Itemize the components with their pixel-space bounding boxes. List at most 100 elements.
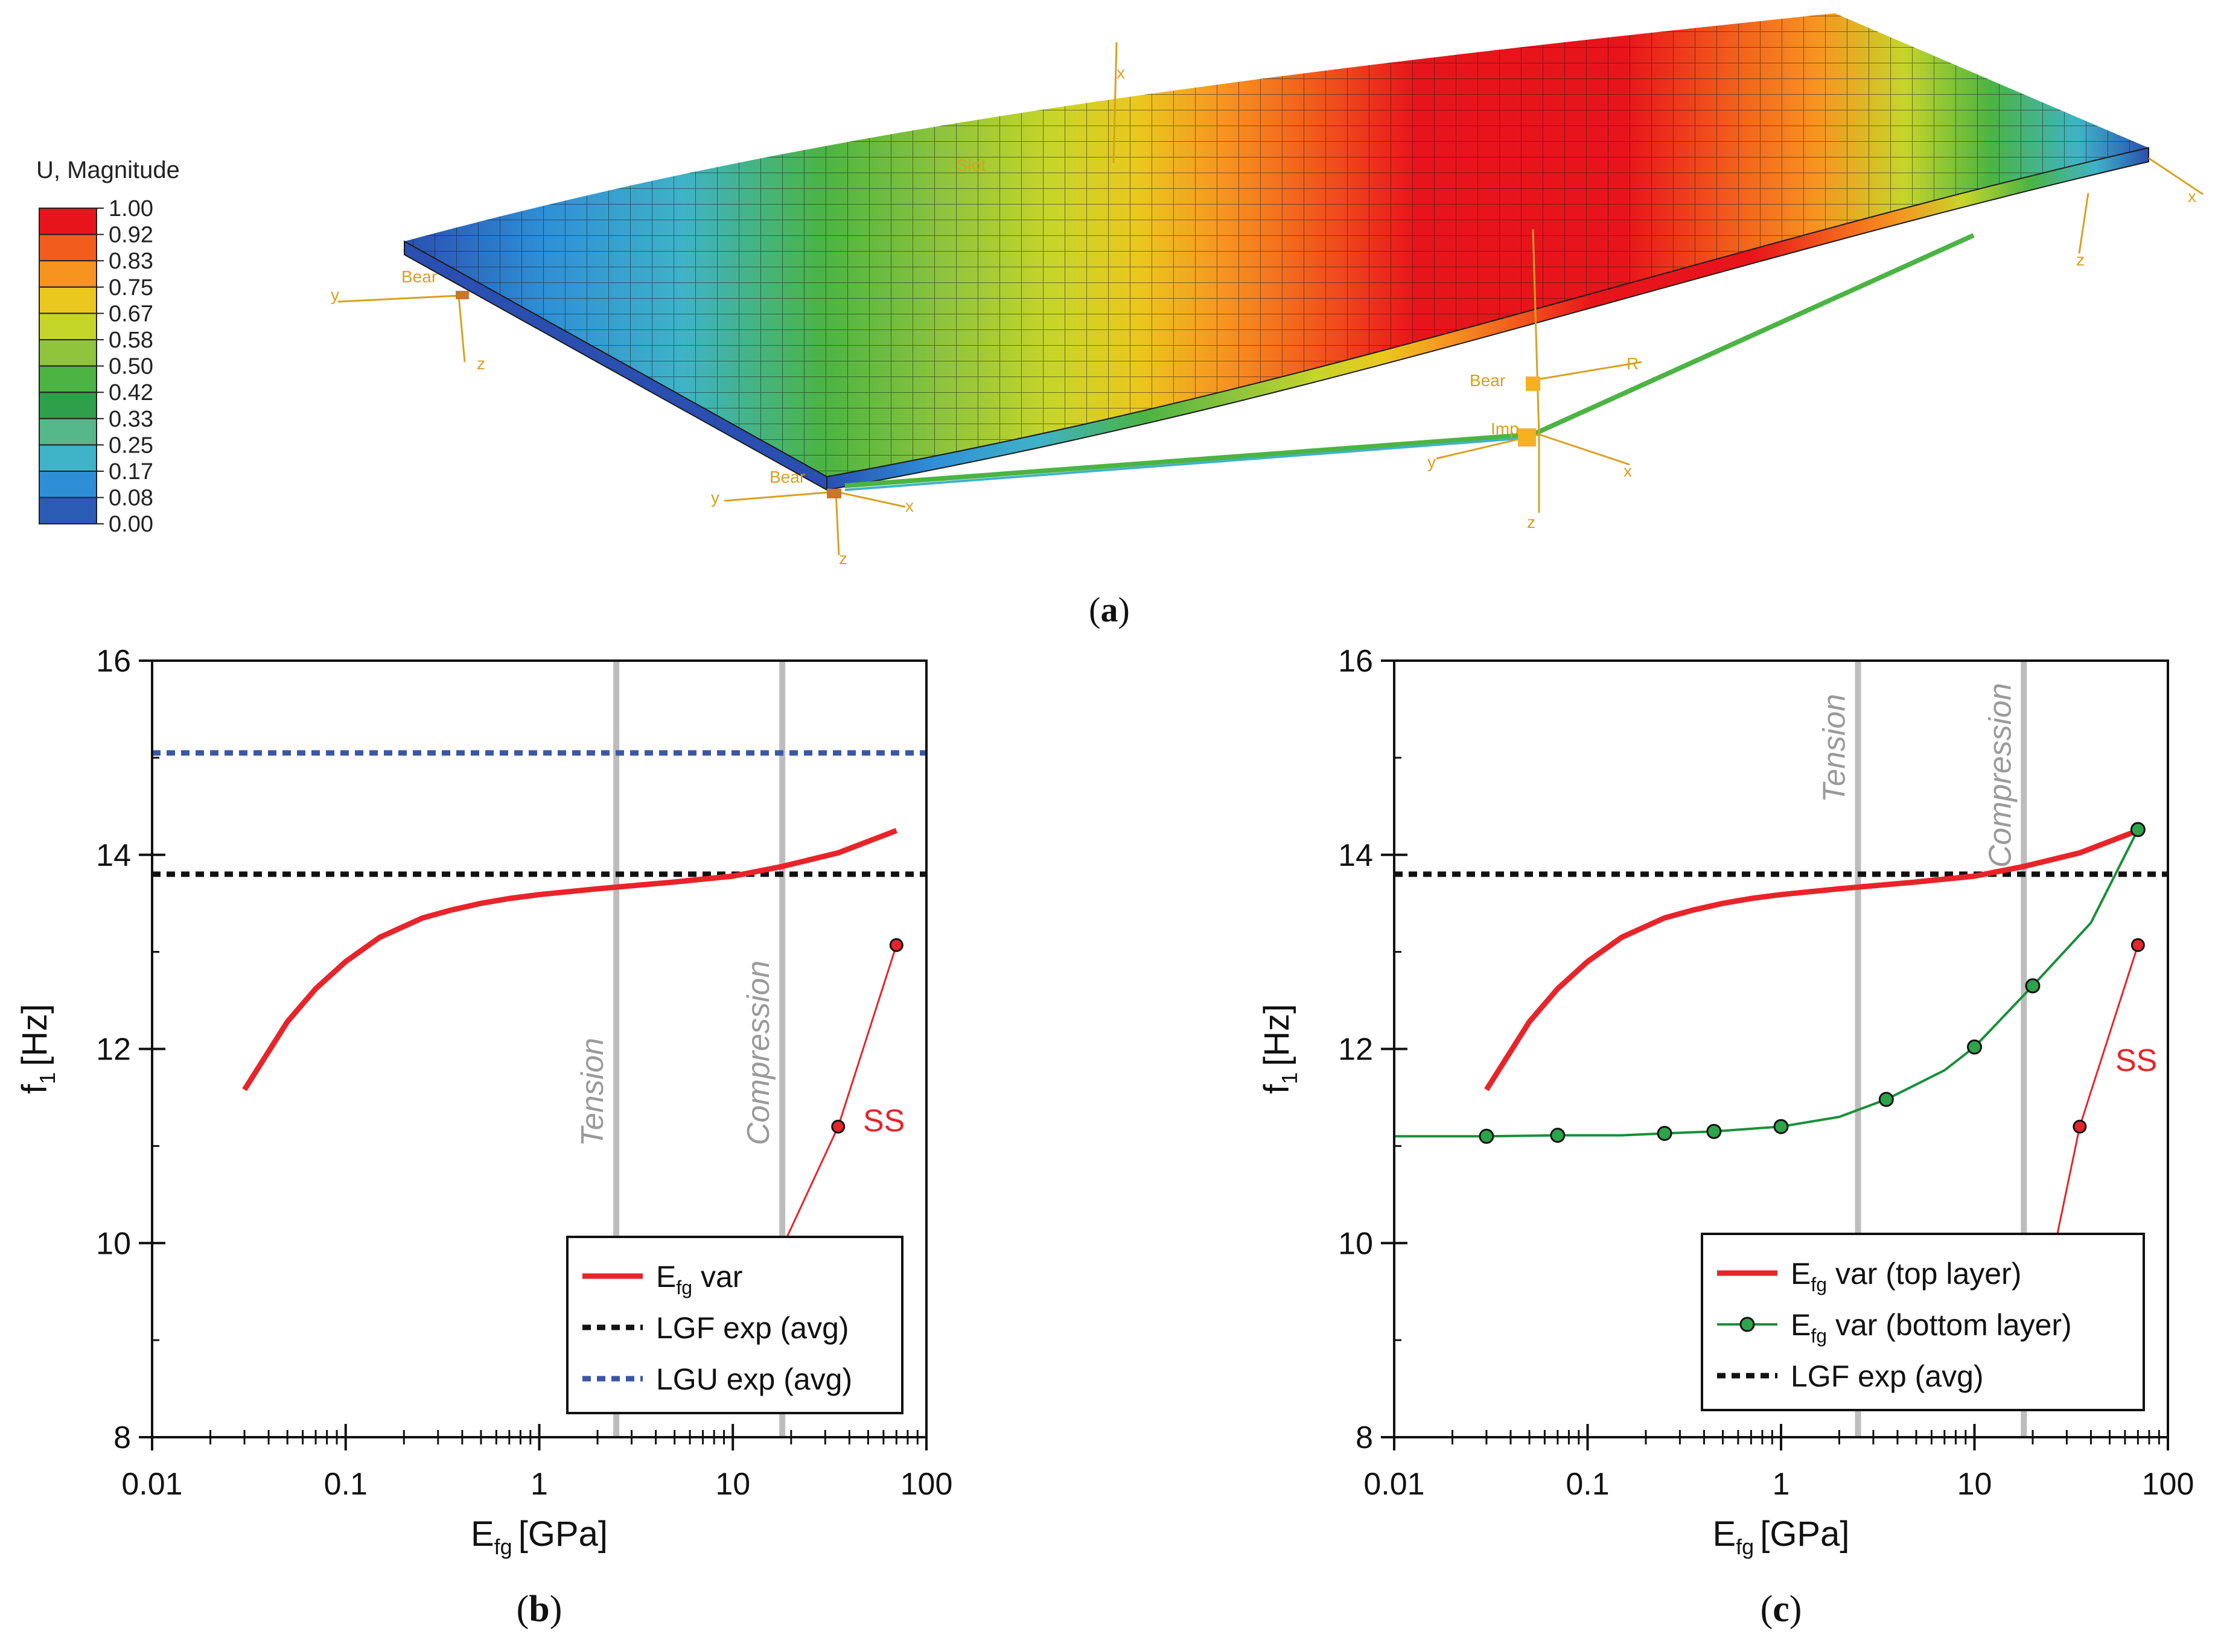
legend-swatch bbox=[39, 339, 97, 367]
series-marker bbox=[1967, 1039, 1982, 1055]
x-axis-label-sub: fg bbox=[494, 1534, 512, 1559]
label-y1: y bbox=[331, 285, 339, 304]
label-bear-3: Bear bbox=[1470, 371, 1505, 390]
legend-entry: Efg var bbox=[656, 1260, 742, 1298]
legend-title: U, Magnitude bbox=[36, 157, 180, 183]
y-tick-label: 10 bbox=[96, 1226, 131, 1261]
support-bearing-1 bbox=[456, 291, 469, 299]
x-tick-label: 1 bbox=[1773, 1467, 1790, 1502]
vline-label-tension: Tension bbox=[575, 1038, 610, 1146]
legend-level-label: 0.92 bbox=[109, 223, 153, 248]
label-y3: y bbox=[711, 488, 719, 507]
y-tick-label: 14 bbox=[1338, 838, 1373, 873]
ss-label: SS bbox=[2115, 1043, 2157, 1078]
label-r: R bbox=[1627, 354, 1639, 373]
contour-legend: 1.000.920.830.750.670.580.500.420.330.25… bbox=[39, 196, 153, 537]
legend-swatch bbox=[39, 313, 97, 341]
series-line bbox=[242, 828, 897, 1091]
x-tick-label: 10 bbox=[1957, 1467, 1992, 1502]
legend-level-label: 0.33 bbox=[109, 407, 153, 432]
label-z2: z bbox=[2076, 250, 2085, 269]
x-tick-label: 100 bbox=[900, 1467, 953, 1502]
legend-level-label: 0.08 bbox=[109, 486, 153, 511]
x-axis-label-main: E bbox=[1712, 1514, 1736, 1554]
legend-entry-main: E bbox=[656, 1260, 676, 1294]
y-axis-label-sub: 1 bbox=[35, 1072, 60, 1084]
y-axis-label: f1 [Hz] bbox=[1257, 1004, 1302, 1094]
plate-side-edge bbox=[826, 147, 2149, 491]
x-axis-label-main: E bbox=[471, 1514, 494, 1554]
legend-entry-main: E bbox=[1791, 1308, 1811, 1342]
fe-plate: Bear Bear Bear Imp Slot R x x x x y y y … bbox=[331, 13, 2204, 568]
plate-mesh bbox=[404, 13, 2149, 477]
legend-entry-sub: fg bbox=[676, 1277, 692, 1298]
legend-level-label: 0.75 bbox=[109, 275, 153, 300]
vline-label-compression: Compression bbox=[1983, 683, 2018, 868]
x-tick-label: 10 bbox=[715, 1467, 750, 1502]
x-tick-label: 0.1 bbox=[324, 1467, 368, 1502]
x-tick-label: 100 bbox=[2142, 1467, 2194, 1502]
legend-level-label: 0.67 bbox=[109, 301, 153, 326]
caption-letter: b bbox=[529, 1589, 549, 1630]
label-z4: z bbox=[839, 549, 847, 568]
legend-swatch bbox=[39, 418, 97, 446]
series-line bbox=[1394, 829, 2140, 1138]
x-tick-label: 0.01 bbox=[121, 1467, 182, 1502]
legend-swatch bbox=[39, 365, 97, 393]
legend-swatch bbox=[39, 497, 97, 525]
legend-entry-sub: fg bbox=[1811, 1274, 1827, 1295]
series-marker bbox=[1479, 1128, 1494, 1144]
legend-level-label: 0.50 bbox=[109, 354, 153, 380]
legend-swatch bbox=[39, 208, 97, 235]
caption-close: ) bbox=[550, 1589, 562, 1630]
x-axis-label-unit: [GPa] bbox=[1760, 1514, 1849, 1554]
legend-box bbox=[566, 1236, 903, 1414]
legend-marker bbox=[1739, 1317, 1755, 1332]
y-axis-label-main: f bbox=[1257, 1084, 1296, 1094]
y-axis-label-unit: [Hz] bbox=[15, 1004, 54, 1066]
legend-swatch bbox=[39, 471, 97, 498]
legend-level-label: 0.00 bbox=[109, 512, 153, 537]
x-axis-label-sub: fg bbox=[1736, 1534, 1754, 1559]
legend-level-label: 0.58 bbox=[109, 328, 153, 353]
caption-open: ( bbox=[517, 1589, 529, 1630]
x-tick-label: 0.1 bbox=[1566, 1467, 1609, 1502]
plate-bottom-line-2 bbox=[844, 436, 1534, 491]
vline-label-tension: Tension bbox=[1817, 694, 1852, 802]
series-marker bbox=[2130, 822, 2146, 837]
ss-label: SS bbox=[863, 1104, 905, 1139]
series-marker bbox=[1706, 1123, 1722, 1139]
y-tick-label: 16 bbox=[96, 644, 131, 679]
ss-marker bbox=[2130, 938, 2145, 952]
x-axis-label: Efg [GPa] bbox=[471, 1514, 608, 1559]
caption-a: (a) bbox=[1089, 590, 1130, 629]
fe-axis-labels: Bear Bear Bear Imp Slot R x x x x y y y … bbox=[331, 63, 2196, 568]
caption-open: ( bbox=[1761, 1589, 1773, 1630]
fe-axes bbox=[337, 42, 2204, 556]
y-axis-label-sub: 1 bbox=[1277, 1072, 1302, 1084]
legend-swatch bbox=[39, 392, 97, 419]
caption-b: (b) bbox=[517, 1589, 562, 1630]
legend-entry: Efg var (bottom layer) bbox=[1791, 1308, 2072, 1347]
label-slot: Slot bbox=[957, 156, 986, 174]
legend-entry-main: E bbox=[1791, 1257, 1811, 1291]
y-tick-label: 12 bbox=[96, 1032, 131, 1067]
label-bear-2: Bear bbox=[770, 468, 805, 486]
panel-a: U, Magnitude 1.000.920.830.750.670.580.5… bbox=[36, 13, 2204, 629]
x-axis-label-unit: [GPa] bbox=[518, 1514, 608, 1554]
legend-level-label: 0.25 bbox=[109, 433, 153, 458]
label-x1: x bbox=[1117, 63, 1125, 82]
x-axis-label: Efg [GPa] bbox=[1712, 1514, 1849, 1559]
legend-entry-sub: fg bbox=[1811, 1325, 1827, 1347]
legend-entry: LGF exp (avg) bbox=[656, 1311, 849, 1345]
legend-level-label: 0.83 bbox=[109, 249, 153, 274]
series-marker bbox=[2025, 978, 2041, 994]
vline-label-compression: Compression bbox=[741, 961, 776, 1145]
y-axis-label: f1 [Hz] bbox=[15, 1004, 60, 1094]
legend-entry-rest: var (top layer) bbox=[1827, 1257, 2021, 1291]
ss-marker bbox=[2073, 1119, 2087, 1134]
caption-c: (c) bbox=[1761, 1589, 1802, 1630]
label-x3: x bbox=[1624, 462, 1632, 480]
